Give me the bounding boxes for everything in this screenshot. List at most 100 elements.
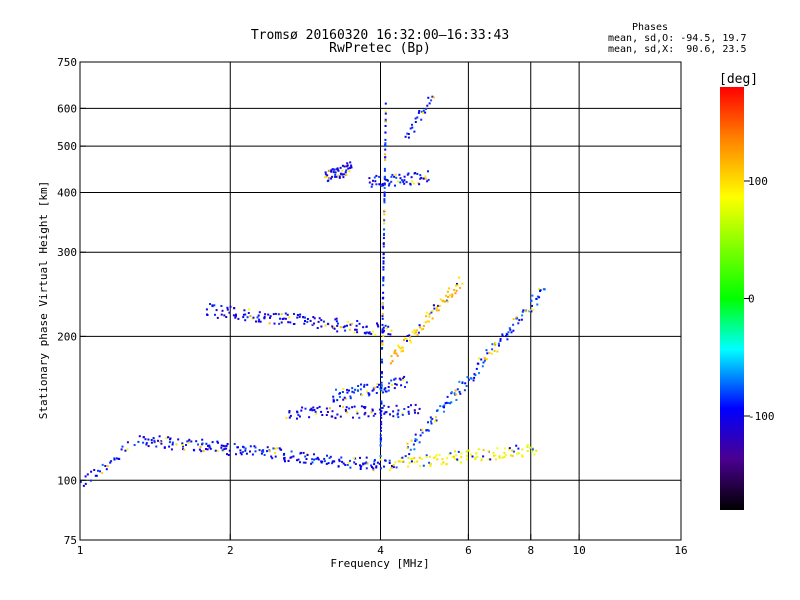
data-point [382, 296, 385, 299]
data-point [354, 463, 357, 465]
data-point [495, 458, 497, 461]
data-point [411, 180, 413, 183]
data-point [384, 138, 387, 141]
data-point [327, 322, 329, 325]
data-point [363, 406, 365, 408]
data-point [429, 463, 432, 465]
data-point [282, 317, 285, 320]
data-point [242, 313, 245, 316]
data-point [82, 484, 85, 487]
data-point [337, 169, 340, 172]
data-point [293, 323, 296, 325]
data-point [381, 331, 384, 334]
data-point [439, 298, 442, 301]
data-point [458, 276, 461, 279]
data-point [197, 443, 199, 446]
data-point [375, 392, 378, 394]
data-point [313, 317, 316, 320]
data-point [465, 458, 468, 461]
data-point [337, 465, 340, 468]
data-point [240, 453, 243, 456]
data-point [535, 449, 538, 452]
data-point [351, 390, 354, 393]
data-point [398, 173, 401, 176]
data-point [408, 453, 411, 456]
data-point [342, 405, 345, 408]
data-point [374, 180, 377, 183]
data-point [342, 176, 345, 179]
chart-subtitle: RwPretec (Bp) [329, 41, 431, 56]
data-point [365, 461, 368, 464]
data-point [407, 172, 410, 175]
data-point [370, 411, 373, 414]
data-point [457, 450, 460, 453]
data-point [529, 446, 531, 449]
data-point [501, 335, 504, 337]
data-point [384, 159, 387, 161]
data-point [320, 460, 322, 463]
data-point [318, 317, 321, 320]
data-point [244, 447, 247, 450]
data-point [380, 423, 383, 426]
data-point [446, 457, 449, 460]
data-point [398, 377, 401, 380]
data-point [339, 405, 341, 408]
data-point [397, 409, 400, 412]
data-point [239, 449, 242, 452]
data-point [417, 111, 420, 114]
data-point [399, 177, 402, 180]
data-point [338, 176, 341, 179]
data-point [287, 459, 290, 462]
data-point [383, 219, 386, 222]
data-point [388, 469, 391, 472]
data-point [401, 456, 404, 459]
data-point [379, 411, 382, 414]
data-point [93, 469, 96, 471]
data-point [427, 96, 430, 99]
data-point [447, 402, 449, 404]
data-point [120, 448, 123, 451]
data-point [350, 164, 353, 167]
data-point [274, 312, 277, 315]
data-point [344, 397, 347, 400]
data-point [401, 460, 404, 463]
data-point [216, 440, 219, 443]
data-point [434, 420, 437, 423]
data-point [375, 465, 378, 468]
data-point [384, 411, 387, 414]
data-point [205, 442, 208, 445]
data-point [370, 332, 373, 335]
data-point [353, 405, 356, 408]
data-point [298, 415, 301, 418]
data-point [460, 452, 463, 455]
y-tick-label: 200 [57, 330, 77, 343]
data-point [387, 405, 390, 408]
data-point [522, 309, 525, 312]
data-point [339, 326, 342, 329]
data-point [435, 454, 438, 457]
data-point [478, 357, 480, 360]
data-point [390, 329, 393, 332]
data-point [310, 462, 313, 465]
data-point [494, 342, 497, 344]
data-point [382, 184, 385, 187]
data-point [349, 166, 352, 169]
data-point [509, 454, 512, 457]
data-point [274, 452, 276, 455]
data-point [384, 459, 387, 462]
data-point [124, 449, 127, 452]
data-point [446, 463, 449, 465]
data-point [426, 104, 429, 107]
data-point [403, 179, 406, 182]
data-point [431, 309, 434, 312]
data-point [251, 453, 254, 456]
data-point [244, 449, 247, 452]
data-point [427, 178, 430, 181]
data-point [226, 306, 229, 309]
data-point [290, 450, 293, 453]
data-point [414, 403, 417, 406]
data-point [137, 440, 140, 443]
data-point [406, 132, 409, 135]
data-point [383, 191, 386, 194]
data-point [202, 449, 205, 452]
